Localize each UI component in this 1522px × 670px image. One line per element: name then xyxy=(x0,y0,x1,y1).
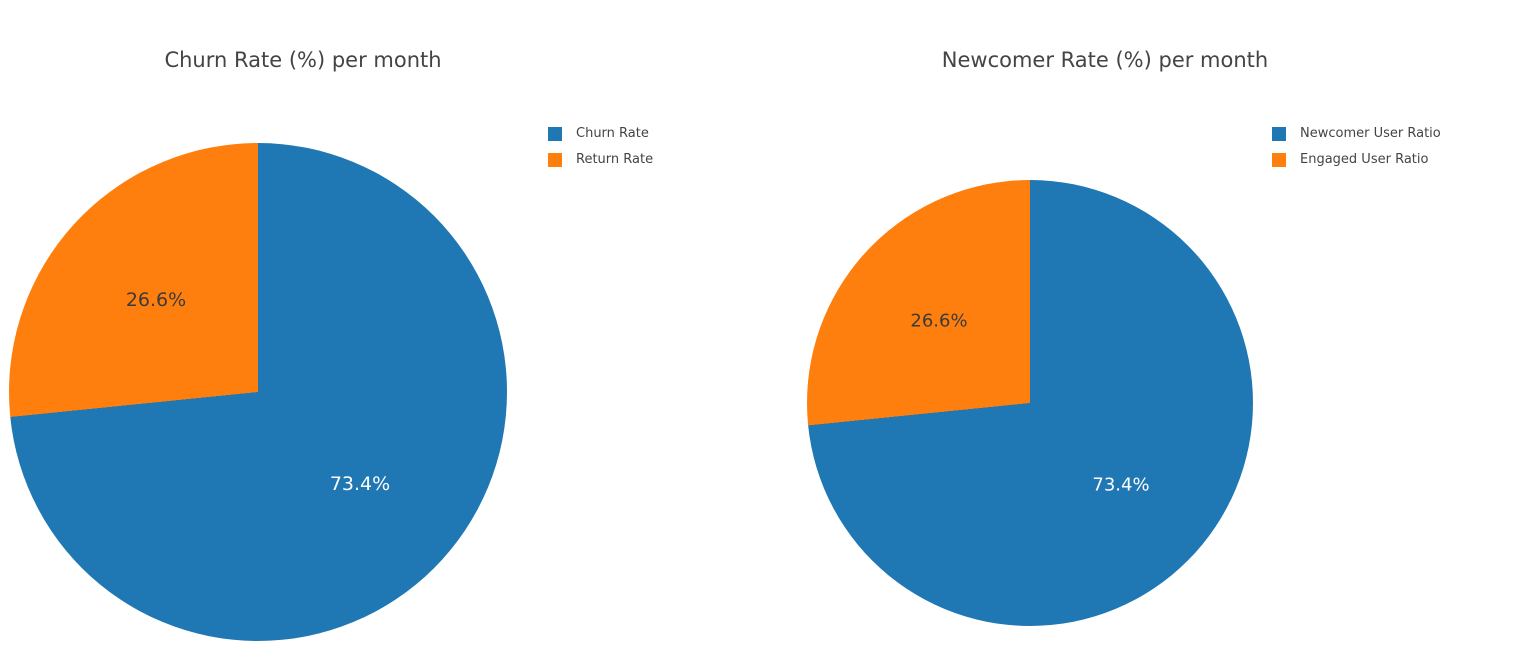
churn-chart-legend: Churn Rate Return Rate xyxy=(548,127,653,167)
legend-item-newcomer-user-ratio[interactable]: Newcomer User Ratio xyxy=(1272,127,1441,141)
churn-pie[interactable] xyxy=(9,143,507,641)
legend-swatch-icon xyxy=(1272,127,1286,141)
legend-label: Churn Rate xyxy=(576,126,649,141)
legend-label: Return Rate xyxy=(576,152,654,167)
legend-item-return-rate[interactable]: Return Rate xyxy=(548,153,653,167)
legend-item-engaged-user-ratio[interactable]: Engaged User Ratio xyxy=(1272,153,1441,167)
churn-chart-title: Churn Rate (%) per month xyxy=(164,48,442,73)
newcomer-chart-title: Newcomer Rate (%) per month xyxy=(941,48,1269,73)
legend-swatch-icon xyxy=(548,127,562,141)
newcomer-slice-percentage-label: 73.4% xyxy=(1092,474,1150,496)
legend-item-churn-rate[interactable]: Churn Rate xyxy=(548,127,653,141)
legend-swatch-icon xyxy=(1272,153,1286,167)
churn-slice-percentage-label: 73.4% xyxy=(329,473,391,495)
legend-label: Newcomer User Ratio xyxy=(1300,126,1441,141)
newcomer-pie[interactable] xyxy=(807,180,1253,626)
legend-swatch-icon xyxy=(548,153,562,167)
return-slice-percentage-label: 26.6% xyxy=(125,289,187,311)
newcomer-chart-legend: Newcomer User Ratio Engaged User Ratio xyxy=(1272,127,1441,167)
legend-label: Engaged User Ratio xyxy=(1300,152,1429,167)
engaged-slice-percentage-label: 26.6% xyxy=(910,310,968,332)
